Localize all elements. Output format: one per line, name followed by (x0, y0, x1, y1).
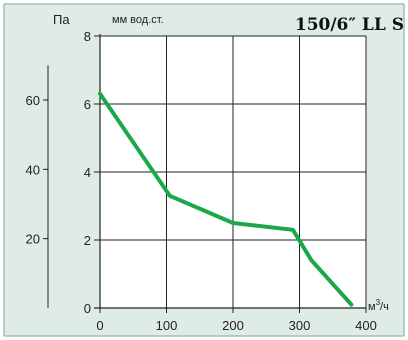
grid-layer (100, 35, 367, 308)
x-unit-label: м3/ч (368, 298, 389, 313)
series-layer (98, 91, 354, 307)
y-tick-label: 0 (84, 301, 91, 316)
pa-tick-label: 60 (26, 93, 40, 108)
x-tick-label: 0 (96, 318, 103, 333)
x-tick-label: 400 (355, 318, 377, 333)
y-tick-label: 2 (84, 233, 91, 248)
y-tick-label: 4 (84, 165, 91, 180)
pa-tick-label: 20 (26, 232, 40, 247)
label-layer: 150/6″ LL S мм вод.ст. Па м3/ч (53, 12, 404, 313)
axis-layer: 0 100 200 300 400 0 2 4 6 8 20 40 60 (26, 29, 377, 333)
series-line (98, 91, 354, 307)
series-point (169, 195, 171, 197)
y-unit-left-label: Па (53, 12, 70, 27)
pa-tick-label: 40 (26, 162, 40, 177)
x-tick-label: 200 (222, 318, 244, 333)
series-point (292, 229, 294, 231)
y-tick-label: 8 (84, 29, 91, 44)
x-tick-label: 100 (156, 318, 178, 333)
series-point (350, 303, 353, 306)
series-point (232, 222, 234, 224)
series-point (99, 93, 101, 95)
y-tick-label: 6 (84, 97, 91, 112)
x-unit-base: м (368, 301, 376, 313)
y-unit-right-label: мм вод.ст. (112, 14, 164, 26)
series-point (310, 259, 313, 262)
x-tick-label: 300 (289, 318, 311, 333)
chart-title: 150/6″ LL S (295, 15, 404, 35)
x-unit-rest: /ч (380, 301, 389, 313)
x-unit-sup: 3 (376, 298, 381, 307)
